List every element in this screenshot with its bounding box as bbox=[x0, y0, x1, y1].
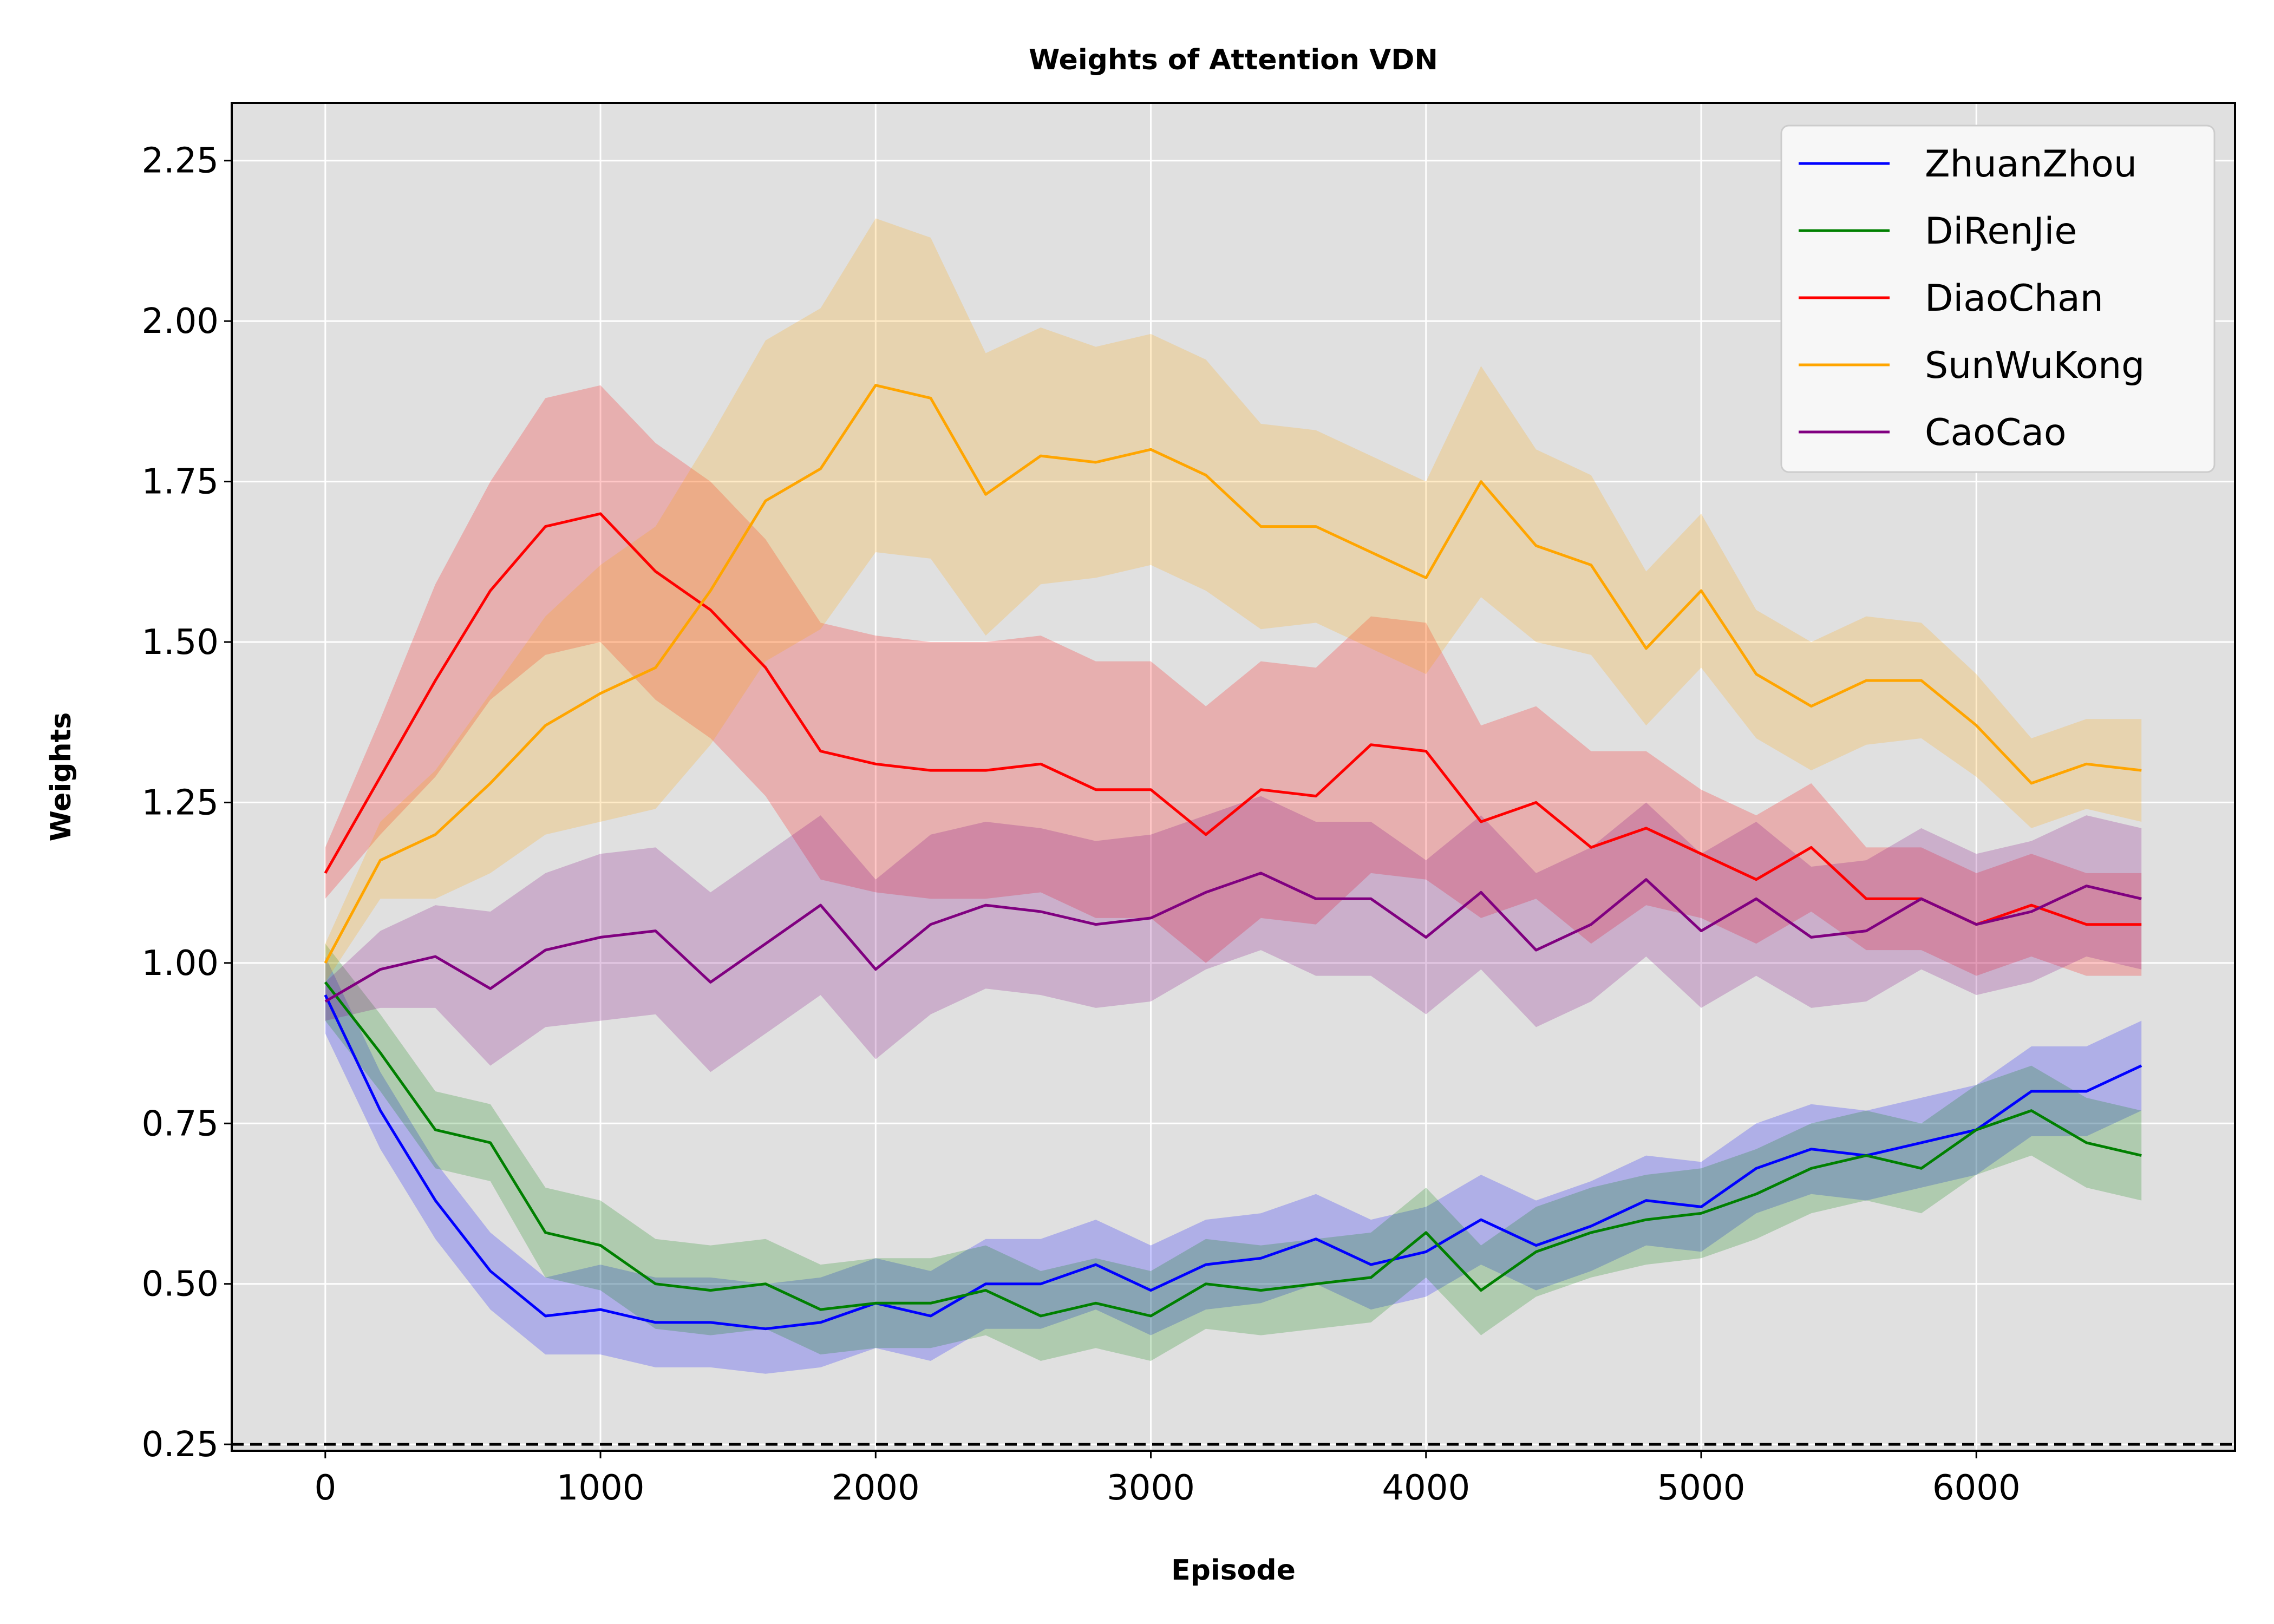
legend-box bbox=[1780, 125, 2216, 473]
x-tick-label: 0 bbox=[314, 1468, 336, 1508]
legend-label-caocao: CaoCao bbox=[1925, 411, 2067, 454]
band-sunwukong bbox=[325, 218, 2142, 983]
legend: ZhuanZhou DiRenJie DiaoChan SunWuKong CaoCao bbox=[1780, 125, 2216, 473]
x-axis-title: Episode bbox=[1171, 1554, 1296, 1587]
y-tick-label: 1.00 bbox=[142, 944, 219, 984]
y-tick-label: 2.25 bbox=[142, 141, 219, 181]
line-direnjie bbox=[324, 981, 2142, 1318]
band-diaochan bbox=[325, 385, 2142, 976]
legend-label-direnjie: DiRenJie bbox=[1925, 210, 2077, 253]
confidence-bands bbox=[325, 218, 2142, 1374]
legend-label-zhuanzhou: ZhuanZhou bbox=[1925, 143, 2137, 186]
plot-frame bbox=[231, 102, 2236, 1452]
chart-title: Weights of Attention VDN bbox=[1029, 44, 1438, 76]
line-zhuanzhou bbox=[324, 994, 2142, 1331]
axis-ticks: 0 1000 2000 3000 4000 5000 6000 0.25 0.50 0.75 1.0… bbox=[142, 141, 2021, 1508]
x-tick-label: 6000 bbox=[1932, 1468, 2021, 1508]
series-lines bbox=[324, 384, 2142, 1331]
y-tick-label: 0.25 bbox=[142, 1425, 219, 1465]
y-tick-label: 1.50 bbox=[142, 623, 219, 663]
line-diaochan bbox=[324, 512, 2142, 926]
y-tick-label: 0.75 bbox=[142, 1104, 219, 1144]
line-caocao bbox=[324, 872, 2142, 1003]
x-tick-label: 1000 bbox=[557, 1468, 645, 1508]
x-tick-label: 5000 bbox=[1657, 1468, 1746, 1508]
line-sunwukong bbox=[324, 384, 2142, 964]
x-tick-label: 4000 bbox=[1382, 1468, 1470, 1508]
x-tick-label: 2000 bbox=[832, 1468, 920, 1508]
y-axis-title: Weights bbox=[45, 712, 77, 842]
band-direnjie bbox=[325, 944, 2142, 1361]
y-tick-label: 0.50 bbox=[142, 1265, 219, 1305]
y-tick-label: 2.00 bbox=[142, 302, 219, 342]
legend-label-diaochan: DiaoChan bbox=[1925, 277, 2103, 320]
band-caocao bbox=[325, 796, 2142, 1072]
y-tick-label: 1.75 bbox=[142, 462, 219, 502]
y-tick-label: 1.25 bbox=[142, 783, 219, 823]
x-tick-label: 3000 bbox=[1107, 1468, 1195, 1508]
band-zhuanzhou bbox=[325, 957, 2142, 1374]
legend-label-sunwukong: SunWuKong bbox=[1925, 344, 2145, 387]
